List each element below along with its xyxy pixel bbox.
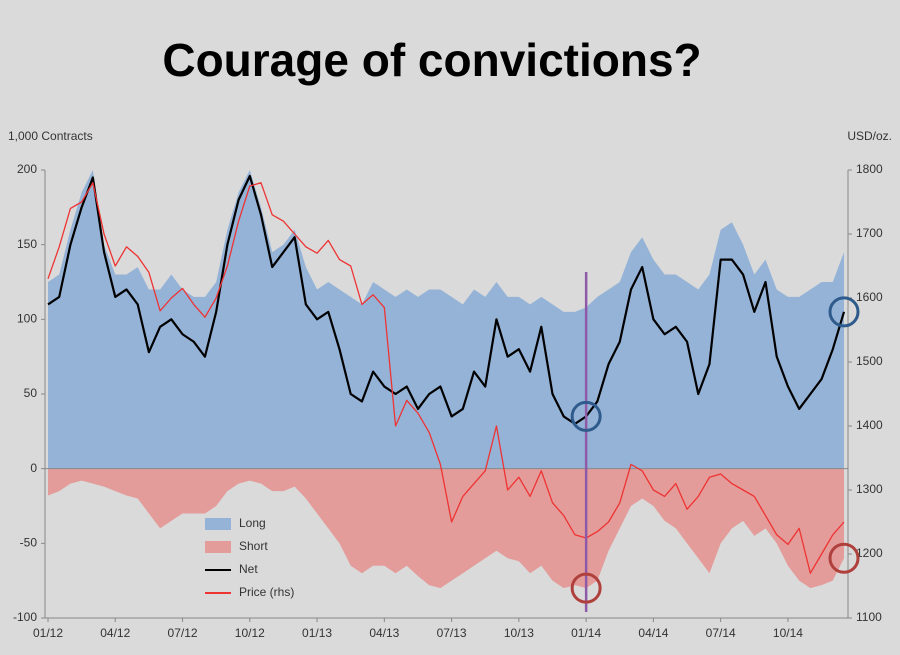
x-tick-label: 10/14 (773, 626, 803, 640)
y2-tick-label: 1700 (856, 226, 883, 240)
y-tick-label: -50 (20, 536, 38, 550)
x-tick-label: 07/13 (437, 626, 467, 640)
y-tick-label: -100 (13, 610, 37, 624)
legend-label: Price (rhs) (239, 585, 294, 599)
legend: Long Short Net Price (rhs) (205, 516, 294, 599)
x-tick-label: 04/12 (100, 626, 130, 640)
y2-tick-label: 1500 (856, 354, 883, 368)
chart-title: Courage of convictions? (162, 34, 701, 86)
y2-tick-label: 1300 (856, 482, 883, 496)
legend-label: Long (239, 516, 266, 530)
highlight-circle (828, 296, 860, 328)
legend-label: Short (239, 539, 268, 553)
y-tick-label: 150 (17, 237, 37, 251)
x-tick-label: 10/12 (235, 626, 265, 640)
legend-swatch (205, 518, 231, 530)
highlight-circle (828, 542, 860, 574)
x-tick-label: 10/13 (504, 626, 534, 640)
y2-tick-label: 1800 (856, 162, 883, 176)
x-tick-label: 04/14 (638, 626, 668, 640)
y2-tick-label: 1100 (856, 610, 882, 624)
x-tick-label: 07/14 (706, 626, 736, 640)
y2-axis-label: USD/oz. (847, 129, 892, 143)
highlight-circle (570, 400, 602, 432)
legend-swatch (205, 541, 231, 553)
line (47, 174, 846, 425)
x-tick-label: 04/13 (369, 626, 399, 640)
y2-tick-label: 1400 (856, 418, 883, 432)
area (48, 170, 844, 469)
y-tick-label: 0 (30, 461, 37, 475)
y-tick-label: 200 (17, 162, 37, 176)
y-tick-label: 100 (17, 312, 37, 326)
line (47, 182, 845, 574)
legend-label: Net (239, 562, 258, 576)
x-tick-label: 01/12 (33, 626, 63, 640)
area (48, 468, 844, 589)
y2-tick-label: 1600 (856, 290, 883, 304)
y-tick-label: 50 (24, 386, 38, 400)
x-tick-label: 07/12 (168, 626, 198, 640)
y-axis-label: 1,000 Contracts (8, 129, 93, 143)
x-tick-label: 01/13 (302, 626, 332, 640)
y2-tick-label: 1200 (856, 546, 883, 560)
highlight-circle (570, 572, 602, 604)
x-tick-label: 01/14 (571, 626, 601, 640)
plot-area (48, 170, 844, 589)
